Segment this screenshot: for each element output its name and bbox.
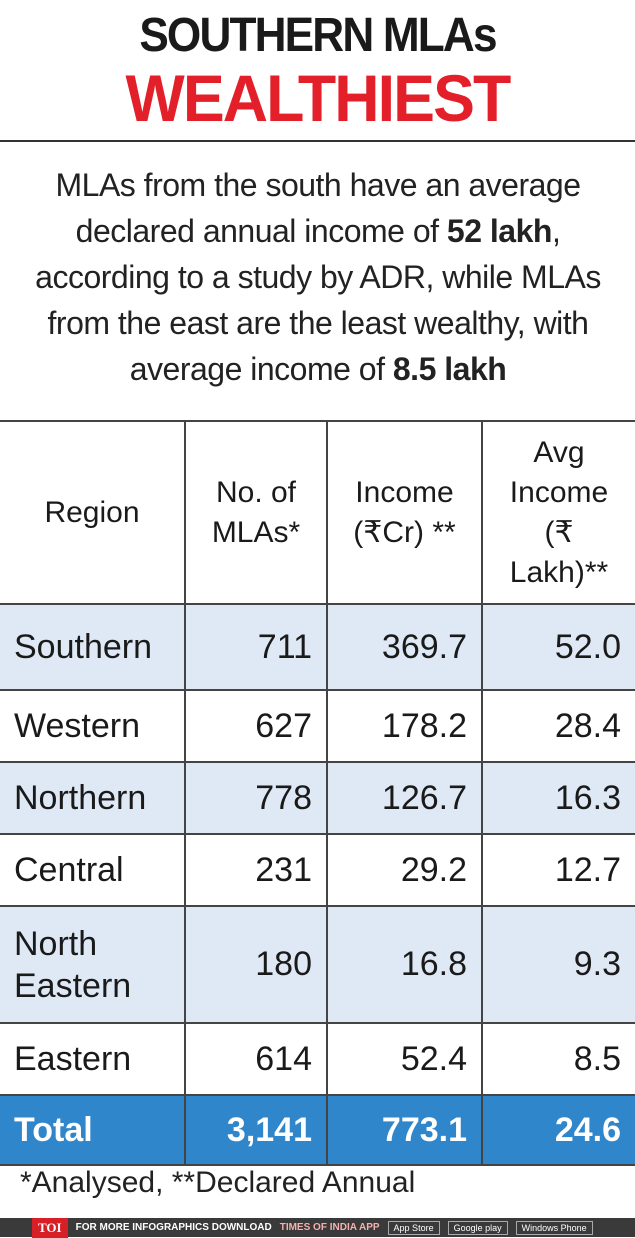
- column-header: Region: [0, 420, 186, 605]
- region-cell: Eastern: [0, 1022, 186, 1096]
- intro: MLAs from the south have an average decl…: [18, 162, 618, 392]
- region-cell: Southern: [0, 603, 186, 691]
- value-cell: 180: [184, 905, 328, 1024]
- brand: TOI: [32, 1217, 68, 1238]
- value-cell: 178.2: [326, 689, 483, 763]
- table-row: Northern 778 126.7 16.3: [0, 761, 635, 835]
- region-cell: Northern: [0, 761, 186, 835]
- column-header: Income (₹Cr) **: [326, 420, 483, 605]
- total-value: 3,141: [184, 1094, 328, 1166]
- value-cell: 126.7: [326, 761, 483, 835]
- total-value: 773.1: [326, 1094, 483, 1166]
- value-cell: 614: [184, 1022, 328, 1096]
- value-cell: 8.5: [481, 1022, 635, 1096]
- column-header: No. of MLAs*: [184, 420, 328, 605]
- footer-bar: TOI FOR MORE INFOGRAPHICS DOWNLOAD TIMES…: [0, 1217, 635, 1238]
- total-row: Total 3,141 773.1 24.6: [0, 1094, 635, 1166]
- value-cell: 16.3: [481, 761, 635, 835]
- region-cell: Central: [0, 833, 186, 907]
- value-cell: 711: [184, 603, 328, 691]
- table-row: Western 627 178.2 28.4: [0, 689, 635, 763]
- total-label: Total: [0, 1094, 186, 1166]
- title: SOUTHERN MLAs: [139, 9, 497, 62]
- footnote: *Analysed, **Declared Annual: [20, 1166, 416, 1199]
- header-row: Region No. of MLAs* Income (₹Cr) ** Avg Inc…: [0, 420, 635, 605]
- table-row: Central 231 29.2 12.7: [0, 833, 635, 907]
- header: SOUTHERN MLAs WEALTHIEST: [0, 0, 635, 142]
- value-cell: 52.4: [326, 1022, 483, 1096]
- column-header: Avg Income (₹ Lakh)**: [481, 420, 635, 605]
- footer-app: TIMES OF INDIA APP: [279, 1222, 380, 1233]
- value-cell: 16.8: [326, 905, 483, 1024]
- footer-text: FOR MORE INFOGRAPHICS DOWNLOAD: [75, 1222, 272, 1233]
- value-cell: 12.7: [481, 833, 635, 907]
- value-cell: 778: [184, 761, 328, 835]
- table-row: Southern 711 369.7 52.0: [0, 603, 635, 691]
- badge[interactable]: Google play: [447, 1220, 508, 1235]
- region-cell: Western: [0, 689, 186, 763]
- value-cell: 52.0: [481, 603, 635, 691]
- title-highlight: WEALTHIEST: [125, 61, 512, 135]
- intro-text: MLAs from the south have an average decl…: [55, 167, 581, 249]
- total-value: 24.6: [481, 1094, 635, 1166]
- intro-highlight: 52 lakh: [446, 213, 553, 249]
- table-row: Eastern 614 52.4 8.5: [0, 1022, 635, 1096]
- value-cell: 28.4: [481, 689, 635, 763]
- table: Region No. of MLAs* Income (₹Cr) ** Avg Inc…: [0, 420, 635, 1166]
- badge[interactable]: Windows Phone: [515, 1220, 593, 1235]
- badge[interactable]: App Store: [387, 1220, 440, 1235]
- region-cell: North Eastern: [0, 905, 186, 1024]
- value-cell: 627: [184, 689, 328, 763]
- intro-highlight: 8.5 lakh: [392, 351, 507, 387]
- value-cell: 9.3: [481, 905, 635, 1024]
- value-cell: 29.2: [326, 833, 483, 907]
- value-cell: 231: [184, 833, 328, 907]
- value-cell: 369.7: [326, 603, 483, 691]
- table-row: North Eastern 180 16.8 9.3: [0, 905, 635, 1024]
- intro-text: , according to a study by ADR, while MLA…: [35, 213, 601, 387]
